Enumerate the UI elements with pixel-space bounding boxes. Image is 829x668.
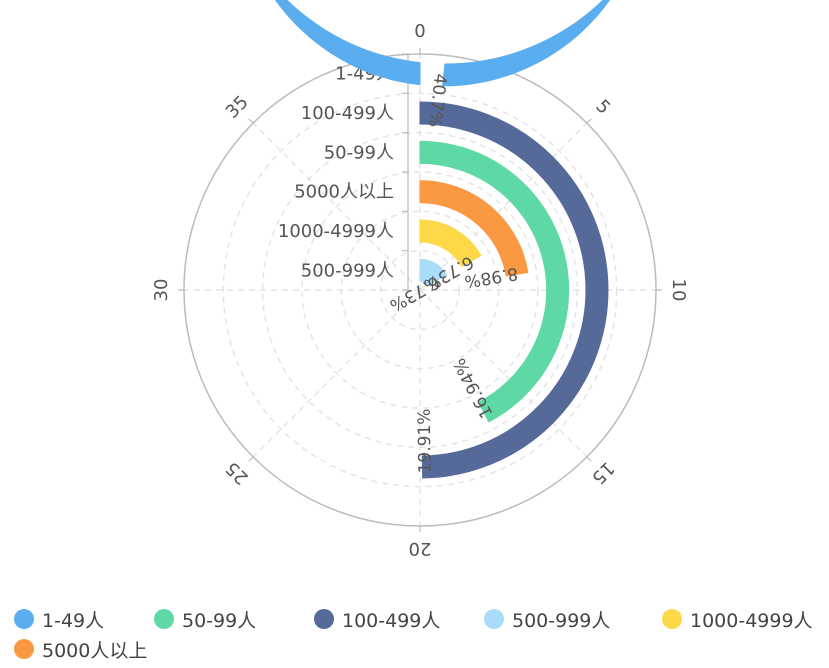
legend-label: 1-49人	[42, 609, 105, 632]
legend-marker	[14, 609, 34, 629]
bar-50-99人[interactable]	[419, 140, 570, 423]
angle-tick-label: 15	[587, 457, 618, 488]
bar-value-label: 19.91%	[415, 408, 436, 473]
radius-grid-circle	[379, 249, 461, 331]
radius-axis-label: 100-499人	[301, 103, 394, 124]
legend-item-1-49[interactable]: 1-49人	[14, 607, 154, 632]
chart-legend: 1-49人 50-99人 100-499人 500-999人 1000-4999…	[14, 607, 826, 662]
angle-tick	[586, 118, 592, 124]
legend-marker	[314, 609, 334, 629]
radius-axis-label: 1000-4999人	[278, 221, 394, 242]
radius-axis-label: 50-99人	[324, 142, 394, 163]
legend-label: 500-999人	[512, 609, 611, 632]
legend-label: 100-499人	[342, 609, 441, 632]
bar-100-499人[interactable]	[419, 101, 609, 479]
legend-item-500-999[interactable]: 500-999人	[484, 607, 662, 632]
angle-tick	[248, 456, 254, 462]
bar-5000人以上[interactable]	[419, 180, 529, 277]
radius-axis-label: 5000人以上	[294, 182, 394, 203]
bar-500-999人[interactable]	[419, 258, 448, 287]
bar-value-label: 16.94%	[450, 355, 498, 422]
radius-grid-circle	[261, 131, 579, 449]
legend-marker	[154, 609, 174, 629]
legend-label: 1000-4999人	[690, 609, 813, 632]
legend-marker	[14, 639, 34, 659]
legend-marker	[484, 609, 504, 629]
angle-tick	[586, 456, 592, 462]
angle-tick-label: 0	[414, 21, 425, 42]
radius-axis-label: 500-999人	[301, 260, 394, 281]
angle-tick-label: 35	[222, 92, 253, 123]
polar-bar-chart: 500-999人 1000-4999人 5000人以上 50-99人 100-499人 1…	[151, 0, 689, 559]
bar-1-49人[interactable]	[218, 0, 673, 87]
radius-grid-circle	[301, 171, 539, 409]
angle-tick-label: 30	[151, 279, 172, 302]
angle-tick	[248, 118, 254, 124]
legend-marker	[662, 609, 682, 629]
angle-tick-label: 5	[591, 96, 614, 119]
radius-grid-circle	[340, 210, 500, 370]
angle-tick-label: 25	[222, 457, 253, 488]
radius-grid-circle	[222, 92, 618, 488]
legend-item-1000-4999[interactable]: 1000-4999人	[662, 607, 813, 632]
legend-item-100-499[interactable]: 100-499人	[314, 607, 484, 632]
legend-label: 50-99人	[182, 609, 257, 632]
angle-tick-label: 10	[668, 279, 689, 302]
legend-label: 5000人以上	[42, 639, 148, 662]
legend-item-5000-plus[interactable]: 5000人以上	[14, 637, 148, 662]
angle-tick-label: 20	[409, 538, 432, 559]
bar-1000-4999人[interactable]	[419, 219, 482, 267]
legend-item-50-99[interactable]: 50-99人	[154, 607, 314, 632]
